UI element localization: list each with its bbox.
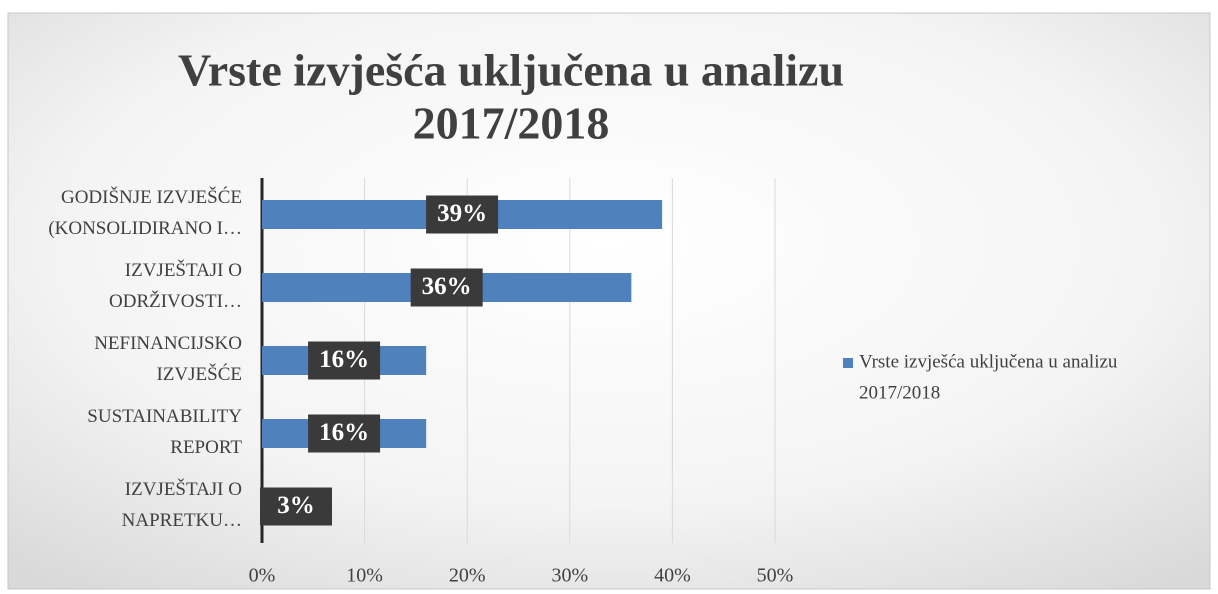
- data-label-box: [410, 268, 483, 307]
- legend-swatch: [843, 358, 853, 368]
- x-tick-label: 10%: [346, 565, 383, 587]
- data-label: 3%: [277, 492, 315, 519]
- data-label-box: [308, 341, 381, 380]
- data-label: 16%: [319, 419, 369, 446]
- x-tick-label: 50%: [757, 565, 794, 587]
- y-tick-label: IZVJEŠTAJI O ODRŽIVOSTI…: [109, 259, 242, 312]
- data-label-box: [260, 487, 332, 526]
- x-tick-label: 40%: [654, 565, 691, 587]
- data-label-box: [426, 195, 499, 234]
- data-label-box: [308, 414, 381, 453]
- data-label: 36%: [422, 273, 472, 300]
- x-tick-label: 0%: [249, 565, 276, 587]
- data-label: 16%: [319, 346, 369, 373]
- x-tick-label: 20%: [449, 565, 486, 587]
- chart-title: Vrste izvješća uključena u analizu 2017/2…: [178, 44, 844, 148]
- data-label: 39%: [437, 200, 487, 227]
- y-tick-label: SUSTAINABILITY REPORT: [87, 406, 242, 458]
- legend-label: Vrste izvješća uključena u analizu 2017/2…: [859, 352, 1118, 404]
- x-tick-label: 30%: [551, 565, 588, 587]
- y-tick-label: IZVJEŠTAJI O NAPRETKU…: [122, 478, 242, 531]
- y-tick-label: GODIŠNJE IZVJEŠĆE (KONSOLIDIRANO I…: [48, 186, 242, 239]
- y-tick-label: NEFINANCIJSKO IZVJEŠĆE: [94, 333, 242, 385]
